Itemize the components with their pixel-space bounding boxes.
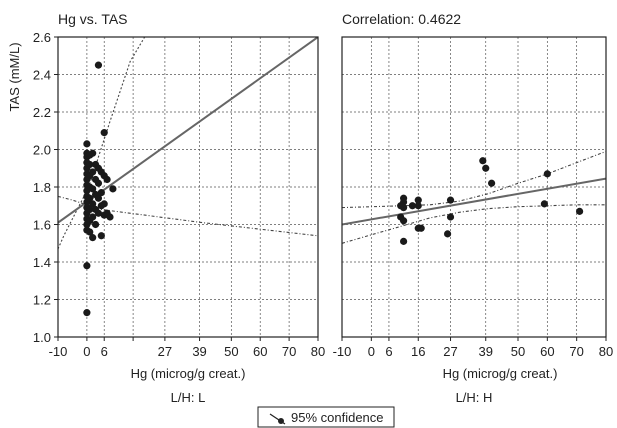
x-tick-label: 0 <box>368 344 375 359</box>
data-point <box>89 149 97 157</box>
x-tick-label: 50 <box>511 344 525 359</box>
panel-right-x-axis-label: Hg (microg/g creat.) <box>443 366 558 381</box>
data-point <box>408 202 416 210</box>
data-point <box>109 185 117 193</box>
x-tick-label: 60 <box>540 344 554 359</box>
data-point <box>86 228 94 236</box>
data-point <box>89 213 97 221</box>
panel-left-points <box>83 61 117 317</box>
data-point <box>100 129 108 137</box>
data-point <box>414 196 422 204</box>
x-tick-label: 60 <box>253 344 267 359</box>
y-tick-label: 1.6 <box>33 218 51 233</box>
data-point <box>89 200 97 208</box>
y-tick-label: 2.2 <box>33 105 51 120</box>
data-point <box>400 237 408 245</box>
legend: 95% confidence <box>257 406 395 428</box>
panel-left-x-ticks: -10 0 6 27 39 50 60 70 80 <box>49 337 325 359</box>
x-tick-label: 27 <box>158 344 172 359</box>
legend-marker-icon <box>278 418 284 424</box>
data-point <box>417 224 425 232</box>
x-tick-label: 80 <box>599 344 613 359</box>
panel-right-footer-label: L/H: H <box>456 390 493 405</box>
data-point <box>94 209 103 217</box>
panel-left-y-ticks: 1.0 1.2 1.4 1.6 1.8 2.0 2.2 2.4 2.6 <box>33 30 58 345</box>
panel-right-fit-line <box>342 177 606 226</box>
confidence-upper-line <box>342 150 606 209</box>
data-point <box>106 213 114 221</box>
panel-right: Correlation: 0.4622 -10 0 6 16 27 39 50 60 70 80 … <box>333 11 614 405</box>
data-point <box>543 170 551 178</box>
panel-left-x-axis-label: Hg (microg/g creat.) <box>131 366 246 381</box>
data-point <box>94 194 103 202</box>
y-tick-label: 1.2 <box>33 293 51 308</box>
panel-right-title: Correlation: 0.4622 <box>342 11 461 27</box>
data-point <box>86 205 94 214</box>
data-point <box>446 196 455 204</box>
data-point <box>83 140 91 148</box>
data-point <box>89 168 97 176</box>
data-point <box>540 200 549 208</box>
x-tick-label: 27 <box>443 344 457 359</box>
x-tick-label: 6 <box>385 344 392 359</box>
x-tick-label: 70 <box>282 344 296 359</box>
data-point <box>400 217 408 225</box>
data-point <box>97 232 105 240</box>
data-point <box>488 179 496 187</box>
panel-left-title: Hg vs. TAS <box>58 11 128 27</box>
data-point <box>103 175 111 184</box>
x-tick-label: 6 <box>101 344 108 359</box>
x-tick-label: 80 <box>311 344 325 359</box>
legend-box <box>257 406 395 428</box>
x-tick-label: 39 <box>478 344 492 359</box>
data-point <box>94 61 103 69</box>
y-tick-label: 2.6 <box>33 30 51 45</box>
data-point <box>91 220 100 229</box>
x-tick-label: 16 <box>411 344 425 359</box>
data-point <box>414 202 422 210</box>
y-axis-label: TAS (mM/L) <box>7 42 22 111</box>
y-tick-label: 2.0 <box>33 143 51 158</box>
data-point <box>89 234 97 242</box>
x-tick-label: 0 <box>83 344 90 359</box>
data-point <box>83 309 91 317</box>
data-point <box>482 164 490 172</box>
y-tick-label: 1.4 <box>33 255 51 270</box>
y-tick-label: 1.8 <box>33 180 51 195</box>
panel-left: Hg vs. TAS TAS (mM/L) 1.0 1.2 1.4 1.6 1.8 2.0… <box>7 11 325 405</box>
data-point <box>100 200 108 208</box>
confidence-lower-line <box>342 204 606 244</box>
data-point <box>97 189 105 197</box>
panel-left-footer-label: L/H: L <box>171 390 206 405</box>
data-point <box>83 262 91 270</box>
panel-right-points <box>397 157 584 245</box>
x-tick-label: 39 <box>192 344 206 359</box>
legend-label: 95% confidence <box>291 410 384 425</box>
data-point <box>86 194 94 202</box>
data-point <box>94 179 103 187</box>
x-tick-label: 70 <box>569 344 583 359</box>
x-tick-label: 50 <box>224 344 238 359</box>
data-point <box>479 157 487 165</box>
panel-right-confidence-bands <box>342 150 606 244</box>
data-point <box>446 213 455 221</box>
data-point <box>444 230 452 238</box>
data-point <box>89 185 97 193</box>
x-tick-label: -10 <box>49 344 68 359</box>
confidence-lower-line <box>58 195 318 237</box>
data-point <box>576 207 584 215</box>
panel-right-frame <box>341 36 607 338</box>
data-point <box>397 202 405 210</box>
panel-right-x-ticks: -10 0 6 16 27 39 50 60 70 80 <box>333 337 613 359</box>
regression-line <box>342 177 606 226</box>
x-tick-label: -10 <box>333 344 352 359</box>
y-tick-label: 2.4 <box>33 68 51 83</box>
data-point <box>86 160 94 169</box>
y-tick-label: 1.0 <box>33 330 51 345</box>
